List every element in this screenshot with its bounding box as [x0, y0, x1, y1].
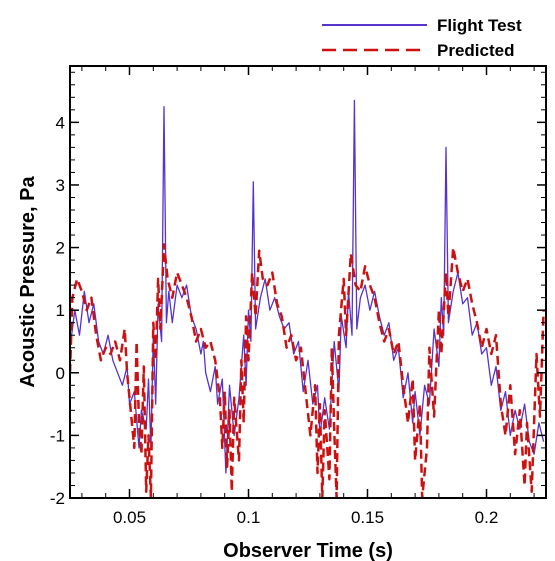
x-tick-label: 0.15	[351, 508, 384, 527]
legend-label-flight-test: Flight Test	[437, 16, 522, 35]
axis-ticks: 0.05 0.1 0.15 0.2 -2 -1 0 1 2 3 4	[50, 66, 546, 527]
plot-frame	[69, 65, 547, 499]
legend-label-predicted: Predicted	[437, 41, 514, 60]
y-axis-title: Acoustic Pressure, Pa	[17, 176, 39, 388]
x-tick-label: 0.05	[113, 508, 146, 527]
y-tick-label: 2	[56, 239, 65, 258]
x-tick-label: 0.2	[475, 508, 499, 527]
y-tick-label: 0	[56, 364, 65, 383]
series-line-flight-test	[70, 99, 545, 474]
y-tick-label: 3	[56, 176, 65, 195]
legend: Flight Test Predicted	[322, 16, 522, 60]
y-tick-label: -2	[50, 489, 65, 508]
plot-area	[70, 99, 545, 498]
x-axis-title: Observer Time (s)	[223, 540, 393, 561]
x-tick-label: 0.1	[237, 508, 261, 527]
series-line-predicted	[70, 243, 545, 498]
y-tick-label: 4	[56, 113, 65, 132]
y-tick-label: 1	[56, 301, 65, 320]
y-tick-label: -1	[50, 426, 65, 445]
